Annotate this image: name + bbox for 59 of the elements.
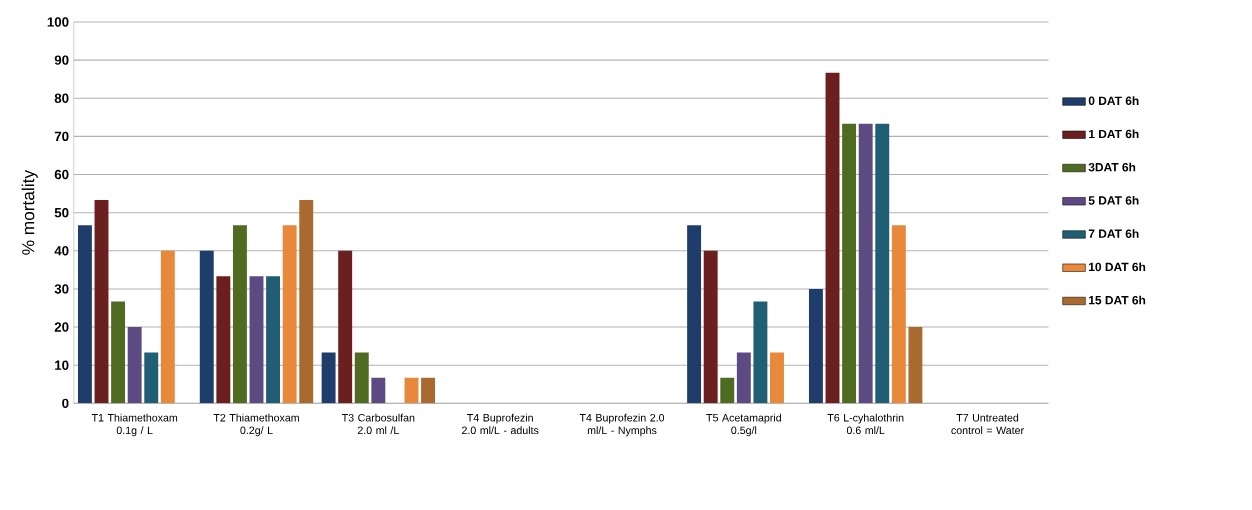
legend-label: 1 DAT 6h: [1089, 129, 1139, 139]
x-tick-label: T4 Buprofezin 2.0 ml/L - adults: [462, 413, 539, 435]
bar: [94, 200, 109, 404]
bar: [338, 250, 353, 404]
x-tick-label: T4 Buprofezin 2.0 ml/L - Nymphs: [579, 413, 665, 437]
bar: [371, 377, 386, 404]
bar: [77, 225, 92, 404]
bar: [144, 352, 159, 404]
bar: [875, 123, 890, 404]
x-tick-label: T2 Thiamethoxam 0.2g/ L: [213, 413, 299, 437]
y-tick-label: 60: [54, 169, 69, 180]
y-tick-label: 70: [54, 131, 69, 142]
y-tick-label: 30: [54, 284, 69, 294]
y-tick-label: 90: [54, 55, 69, 65]
bar: [421, 377, 436, 404]
bar: [753, 301, 768, 404]
bar: [232, 225, 247, 404]
bar: [770, 352, 784, 404]
legend-label: 15 DAT 6h: [1089, 295, 1146, 305]
bar: [127, 327, 142, 404]
bar: [736, 352, 751, 404]
bar: [266, 276, 281, 404]
bar: [842, 123, 857, 404]
x-tick-label: T6 L-cyhalothrin 0.6 ml/L: [827, 413, 904, 435]
y-tick-label: 20: [54, 322, 69, 332]
bar: [825, 72, 840, 404]
bar: [687, 225, 702, 404]
bar: [720, 377, 735, 404]
y-tick-label: 40: [54, 246, 69, 256]
x-tick-label: T1 Thiamethoxam 0.1g / L: [91, 413, 178, 437]
bar: [111, 301, 126, 404]
x-tick-label: T3 Carbosulfan 2.0 ml /L: [341, 413, 415, 435]
y-axis-title: % mortality: [21, 170, 38, 255]
bar: [808, 288, 823, 404]
legend-label: 0 DAT 6h: [1088, 96, 1139, 105]
legend-label: 3DAT 6h: [1088, 162, 1136, 172]
bar: [703, 250, 718, 404]
bar: [249, 276, 264, 404]
bar: [282, 225, 297, 404]
bar: [891, 225, 906, 404]
bar: [299, 200, 314, 404]
x-tick-label: T7 Untreated control = Water: [951, 413, 1024, 435]
legend-label: 5 DAT 6h: [1088, 195, 1139, 205]
legend-label: 7 DAT 6h: [1088, 229, 1139, 238]
bar: [321, 352, 336, 404]
legend-label: 10 DAT 6h: [1089, 262, 1146, 272]
y-tick-label: 100: [47, 17, 69, 27]
y-tick-label: 10: [55, 360, 69, 370]
bar: [199, 250, 214, 404]
bar: [908, 327, 923, 404]
y-tick-label: 80: [54, 93, 69, 103]
y-tick-label: 50: [54, 207, 69, 218]
bar: [404, 377, 419, 404]
y-tick-label: 0: [62, 398, 69, 409]
bar: [160, 250, 175, 404]
bar: [354, 352, 369, 404]
bar: [858, 123, 873, 404]
x-tick-label: T5 Acetamaprid 0.5g/l: [706, 413, 781, 437]
bar: [216, 276, 231, 404]
